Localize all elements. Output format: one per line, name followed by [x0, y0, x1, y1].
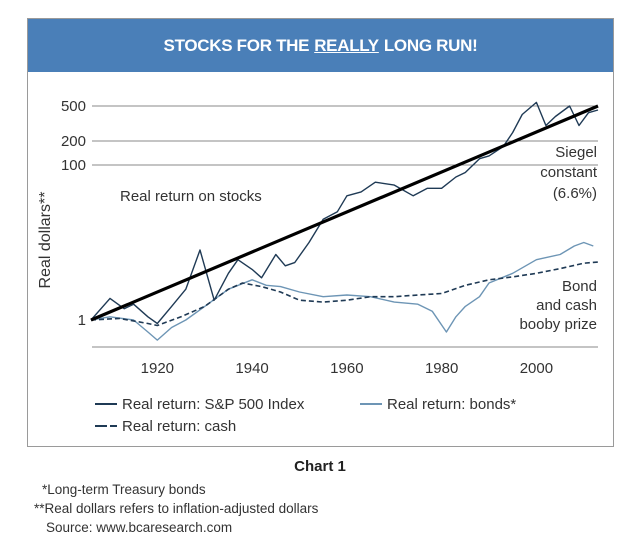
title-emphasis: REALLY	[314, 35, 379, 55]
annotation-siegel: Siegel	[555, 144, 597, 161]
x-tick-label: 1920	[141, 360, 174, 377]
legend-label: Real return: cash	[122, 418, 236, 435]
series-line-real-return-s-p-500-index	[90, 101, 599, 325]
footnote-source: Source: www.bcaresearch.com	[46, 520, 233, 535]
y-axis-label: Real dollars**	[37, 192, 54, 289]
x-tick-label: 2000	[520, 360, 553, 377]
title-text: STOCKS FOR THE	[163, 35, 310, 55]
footnote-bonds: *Long-term Treasury bonds	[42, 482, 206, 497]
annotation-bond-cash: and cash	[536, 297, 597, 314]
y-tick-label: 500	[61, 98, 86, 115]
chart-caption: Chart 1	[294, 458, 346, 475]
annotation-bond-cash: booby prize	[519, 316, 597, 333]
annotation-siegel: constant	[540, 164, 598, 181]
legend-label: Real return: bonds*	[387, 396, 516, 413]
annotation-stocks: Real return on stocks	[120, 188, 262, 205]
series-line-siegel-constant-trend	[90, 104, 599, 322]
chart-title: STOCKS FOR THE REALLY LONG RUN!	[28, 19, 613, 72]
x-tick-label: 1960	[330, 360, 363, 377]
y-tick-label: 100	[61, 157, 86, 174]
annotation-bond-cash: Bond	[562, 278, 597, 295]
legend-label: Real return: S&P 500 Index	[122, 396, 305, 413]
x-tick-label: 1940	[235, 360, 268, 377]
annotation-siegel: (6.6%)	[553, 185, 597, 202]
x-tick-label: 1980	[425, 360, 458, 377]
y-tick-label: 1	[78, 312, 86, 329]
y-tick-label: 200	[61, 133, 86, 150]
title-text-end: LONG RUN!	[383, 35, 478, 55]
series-line-real-return-cash	[90, 261, 599, 327]
footnote-real-dollars: **Real dollars refers to inflation-adjus…	[34, 501, 319, 516]
chart-frame: STOCKS FOR THE REALLY LONG RUN!	[27, 18, 614, 447]
series-line-real-return-bonds-	[90, 241, 594, 341]
